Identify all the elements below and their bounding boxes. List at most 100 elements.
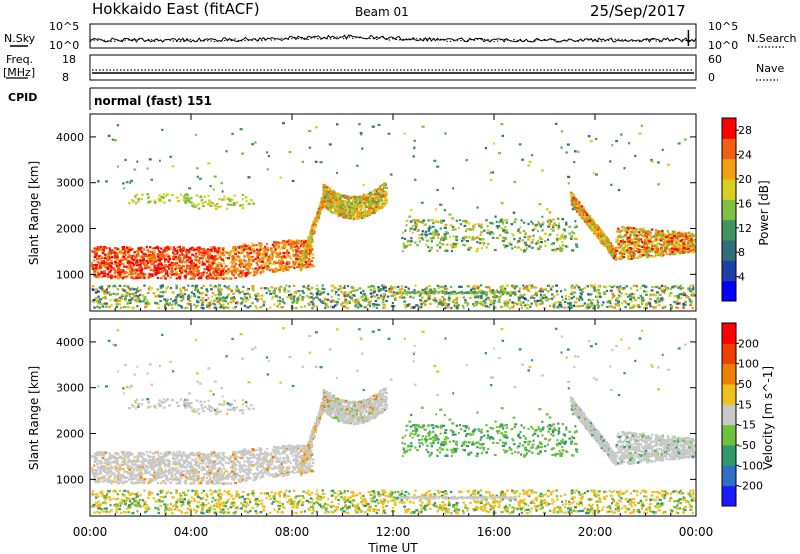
power-point: [156, 246, 160, 249]
power-point: [575, 284, 579, 287]
power-point: [146, 249, 150, 252]
power-point: [459, 219, 461, 222]
power-point: [217, 247, 221, 250]
power-point: [560, 130, 564, 133]
power-point: [249, 305, 252, 308]
power-point: [329, 194, 333, 197]
power-point: [383, 195, 387, 198]
power-point: [351, 197, 354, 200]
power-point: [330, 192, 334, 196]
power-point: [686, 250, 689, 253]
power-point: [334, 287, 337, 290]
power-point: [434, 231, 437, 235]
power-point: [348, 201, 352, 204]
power-point: [222, 296, 225, 299]
power-point: [642, 254, 645, 257]
power-point: [450, 307, 453, 310]
power-point: [675, 250, 679, 254]
power-point: [185, 271, 188, 274]
power-point: [343, 203, 346, 206]
power-point: [577, 208, 581, 211]
power-point: [153, 256, 156, 259]
power-point: [162, 267, 165, 270]
power-point: [307, 284, 310, 287]
power-point: [306, 245, 310, 248]
power-point: [517, 229, 520, 232]
power-point: [557, 217, 560, 220]
power-point: [564, 236, 567, 239]
power-point: [261, 294, 264, 297]
power-point: [638, 254, 642, 257]
power-point: [501, 239, 505, 243]
power-point: [356, 203, 359, 206]
power-point: [377, 123, 381, 127]
power-point: [176, 257, 180, 260]
power-point: [104, 266, 107, 269]
power-point: [661, 236, 665, 239]
power-point: [321, 287, 324, 290]
power-point: [245, 271, 249, 274]
power-point: [307, 239, 310, 242]
power-point: [149, 246, 152, 249]
power-point: [132, 263, 136, 266]
freq-tick-top: 18: [62, 53, 76, 66]
power-point: [434, 230, 438, 233]
power-point: [341, 212, 345, 215]
power-point: [516, 241, 519, 244]
power-point: [181, 259, 185, 262]
power-point: [180, 299, 184, 302]
power-point: [410, 240, 413, 243]
power-point: [209, 255, 214, 259]
power-point: [136, 269, 139, 272]
power-point: [130, 266, 134, 269]
power-point: [212, 269, 216, 272]
power-point: [373, 207, 376, 210]
power-point: [637, 305, 641, 309]
power-point: [125, 265, 128, 269]
power-point: [325, 189, 329, 192]
power-point: [630, 300, 633, 303]
power-point: [529, 305, 532, 308]
power-point: [408, 303, 411, 306]
power-point: [501, 219, 505, 222]
power-point: [337, 214, 340, 218]
power-point: [478, 238, 482, 241]
power-point: [213, 259, 216, 262]
power-point: [682, 239, 685, 242]
power-point: [261, 269, 265, 272]
power-point: [596, 299, 599, 302]
power-point: [383, 203, 386, 207]
power-point: [222, 247, 225, 250]
power-point: [519, 231, 522, 234]
power-point: [469, 296, 472, 299]
power-point: [647, 254, 650, 257]
power-point: [379, 206, 383, 210]
power-point: [226, 203, 230, 206]
power-point: [591, 285, 594, 288]
power-point: [552, 305, 556, 308]
power-point: [126, 302, 130, 305]
power-point: [312, 230, 316, 233]
power-point: [274, 242, 278, 245]
power-point: [346, 285, 350, 288]
power-point: [108, 270, 112, 273]
power-point: [340, 212, 343, 216]
power-point: [373, 198, 377, 201]
power-point: [324, 306, 327, 310]
power-point: [208, 202, 211, 205]
power-point: [284, 265, 287, 268]
power-point: [443, 233, 447, 236]
power-point: [406, 305, 409, 308]
power-point: [120, 273, 123, 277]
power-point: [233, 251, 237, 254]
power-point: [416, 244, 419, 247]
power-point: [477, 287, 480, 290]
power-point: [188, 249, 191, 253]
power-point: [643, 249, 646, 253]
power-point: [626, 295, 630, 298]
power-point: [286, 252, 290, 255]
power-point: [316, 218, 319, 222]
power-point: [299, 264, 303, 267]
power-point: [466, 302, 470, 305]
power-point: [201, 251, 203, 254]
